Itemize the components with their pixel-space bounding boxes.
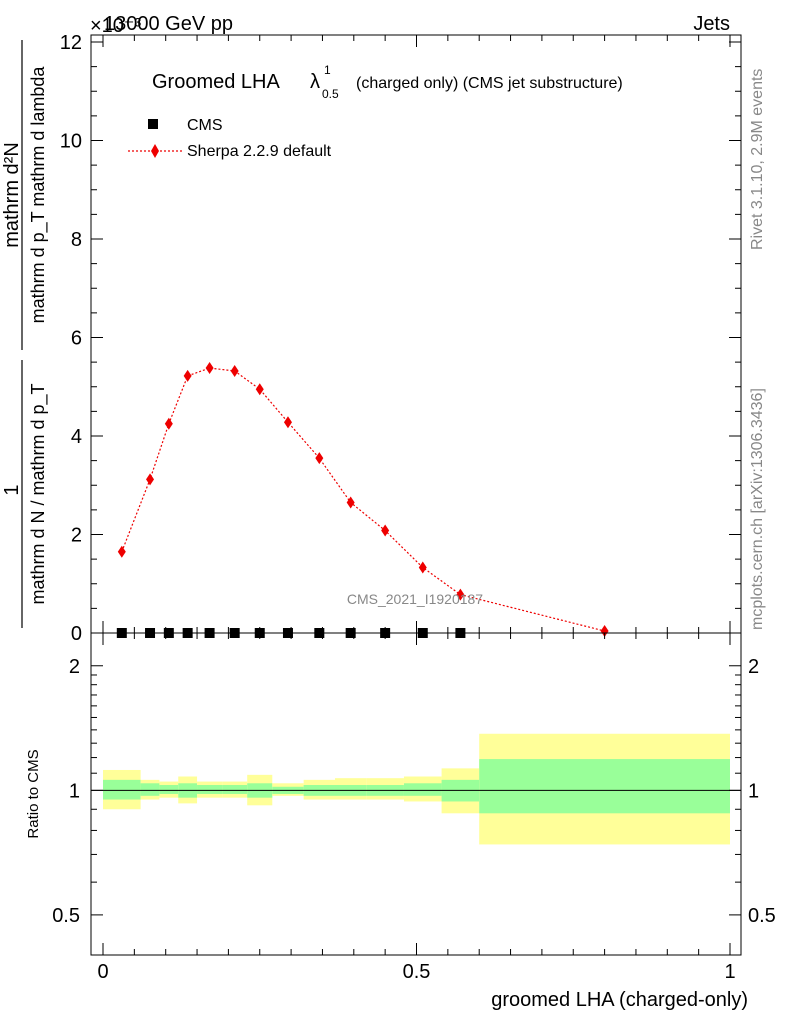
main-y-tick-label: 2 <box>71 525 82 547</box>
main-y-axis: 0 2 4 6 8 10 12 <box>60 32 741 645</box>
ratio-x-tick-label: 1 <box>724 961 735 983</box>
legend: CMS Sherpa 2.2.9 default <box>128 117 332 160</box>
ratio-x-axis: 0 0.5 1 <box>97 633 736 983</box>
main-y-tick-label: 0 <box>71 623 82 645</box>
sherpa-point <box>283 416 292 429</box>
ratio-band-green <box>403 783 442 796</box>
sherpa-point <box>456 588 465 601</box>
sherpa-point <box>346 496 355 509</box>
main-y-tick-label: 4 <box>71 426 82 448</box>
sherpa-point <box>146 473 155 486</box>
analysis-watermark: CMS_2021_I1920187 <box>347 591 483 607</box>
sherpa-point <box>205 362 214 375</box>
sherpa-point <box>600 625 609 638</box>
y-exponent: ×10⁻³ <box>90 15 141 37</box>
ratio-band-green <box>103 779 141 800</box>
ratio-y-tick-label-right: 0.5 <box>748 905 776 927</box>
sherpa-point <box>255 383 264 396</box>
title-subscript: 0.5 <box>322 87 339 101</box>
ratio-band-green <box>222 785 248 794</box>
ratio-y-tick-label: 1 <box>69 780 80 802</box>
sherpa-point <box>381 524 390 537</box>
main-y-tick-label: 8 <box>71 229 82 251</box>
ratio-y-tick-label: 2 <box>69 656 80 678</box>
sherpa-point <box>183 369 192 382</box>
plot-title: Groomed LHA λ 1 0.5 (charged only) (CMS … <box>152 63 623 101</box>
ratio-band-green <box>159 785 179 794</box>
main-y-tick-label: 6 <box>71 328 82 350</box>
ratio-band-green <box>140 783 160 796</box>
ratio-band-green <box>197 785 223 794</box>
ylabel-numerator: mathrm d²N <box>1 142 23 248</box>
title-superscript: 1 <box>324 63 331 77</box>
legend-cms-marker <box>148 119 158 129</box>
legend-sherpa-label: Sherpa 2.2.9 default <box>187 143 332 160</box>
ylabel-prefix-denominator: mathrm d N / mathrm d p_T <box>28 383 49 604</box>
title-main: Groomed LHA <box>152 71 280 93</box>
x-axis-label: groomed LHA (charged-only) <box>491 989 748 1011</box>
ratio-y-tick-label-right: 1 <box>748 780 759 802</box>
main-y-label: 1 mathrm d N / mathrm d p_T mathrm d²N m… <box>1 40 49 628</box>
sherpa-line <box>121 367 605 632</box>
sherpa-point <box>418 561 427 574</box>
sherpa-point <box>164 417 173 430</box>
ratio-band-green <box>479 759 730 814</box>
sherpa-point <box>315 452 324 465</box>
ratio-x-tick-label: 0 <box>97 961 108 983</box>
header-left: 13000 GeV pp <box>104 13 233 35</box>
sherpa-series-points <box>117 362 609 638</box>
rivet-label: Rivet 3.1.10, 2.9M events <box>749 69 766 250</box>
legend-cms-label: CMS <box>187 117 223 134</box>
main-y-tick-label: 12 <box>60 32 82 54</box>
legend-sherpa-marker <box>151 144 159 158</box>
ratio-x-tick-label: 0.5 <box>403 961 431 983</box>
sherpa-series-line <box>121 367 605 632</box>
title-suffix: (charged only) (CMS jet substructure) <box>356 75 623 92</box>
ratio-bands <box>103 733 730 845</box>
ratio-y-tick-label-right: 2 <box>748 656 759 678</box>
ylabel-denominator: mathrm d p_T mathrm d lambda <box>28 66 49 324</box>
ratio-y-axis: 0.5 0.5 1 1 2 2 <box>52 656 776 927</box>
header-right: Jets <box>693 13 730 35</box>
mcplots-label: mcplots.cern.ch [arXiv:1306.3436] <box>749 388 766 630</box>
main-y-tick-label: 10 <box>60 131 82 153</box>
ratio-y-label: Ratio to CMS <box>25 749 42 838</box>
sherpa-point <box>117 545 126 558</box>
ratio-y-tick-label: 0.5 <box>52 905 80 927</box>
ylabel-prefix: 1 <box>1 484 23 495</box>
sherpa-point <box>230 364 239 377</box>
title-symbol: λ <box>310 71 320 93</box>
